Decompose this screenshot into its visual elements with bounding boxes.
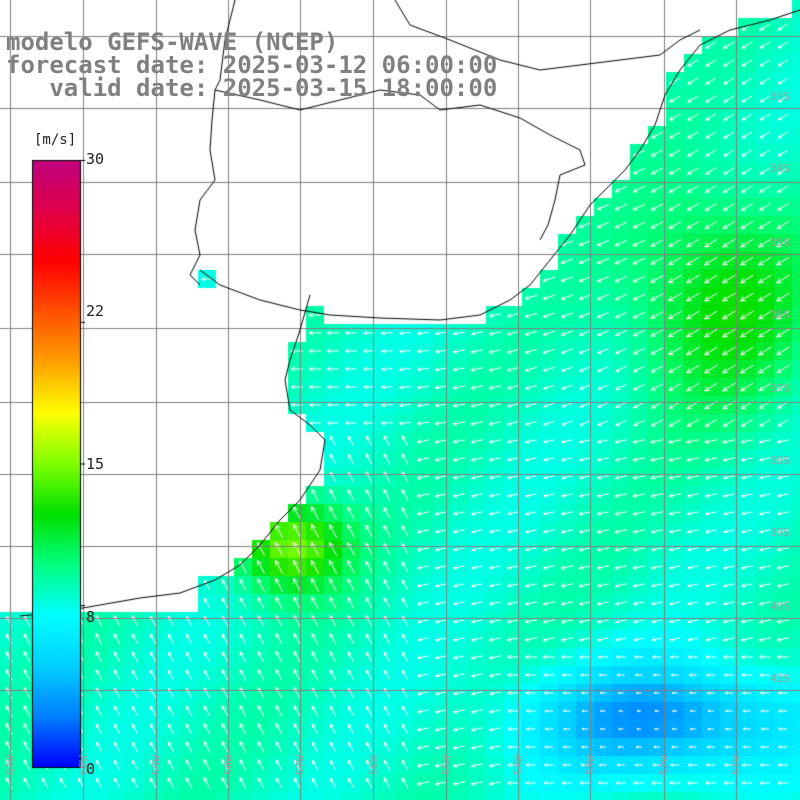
colorbar-tick-label: 22 <box>86 302 105 320</box>
colorbar-tick-label: 15 <box>86 455 105 473</box>
model-title: modelo GEFS-WAVE (NCEP) <box>6 28 339 56</box>
forecast-date-label: forecast date: 2025-03-12 06:00:00 <box>6 51 498 79</box>
colorbar-tick-label: 0 <box>86 760 96 778</box>
colorbar-unit-label: [m/s] <box>34 132 77 148</box>
colorbar-tick-label: 30 <box>86 150 105 168</box>
valid-date-label: valid date: 2025-03-15 18:00:00 <box>6 74 498 102</box>
colorbar-tick-label: 8 <box>86 608 96 626</box>
